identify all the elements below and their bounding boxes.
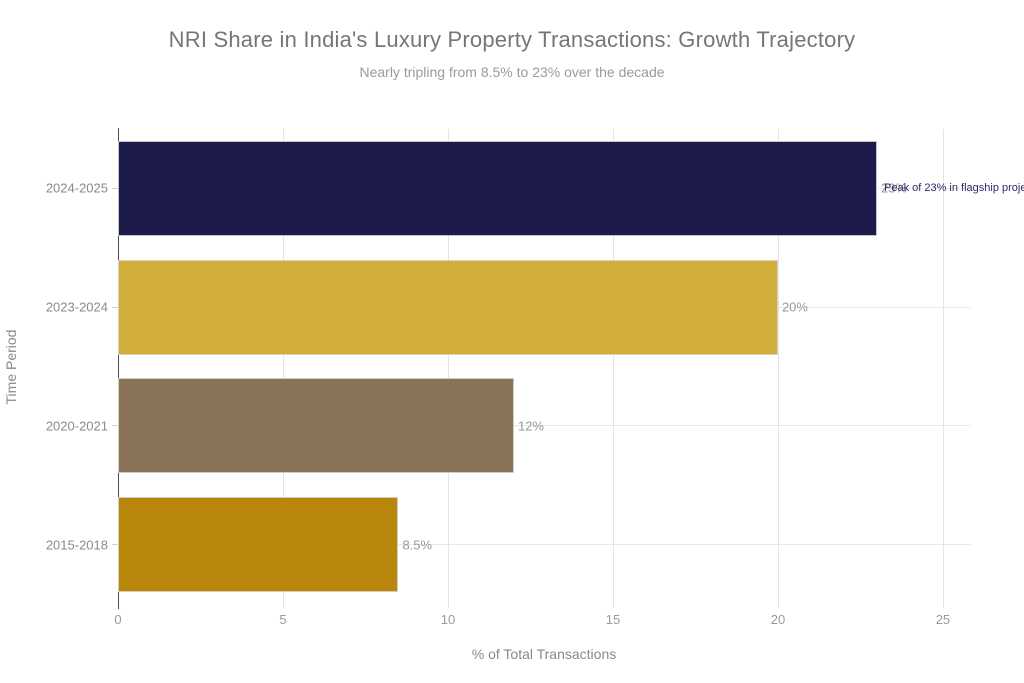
grid-line-x-5 [282,129,284,608]
category-label-2024-2025: 2024-2025 [45,180,108,196]
bar-annotation: Peak of 23% in flagship proje [884,182,1024,194]
x-zero-line [118,128,119,609]
x-tick-label-25: 25 [935,612,951,627]
y-tick-2023-2024 [112,306,118,308]
x-tick-label-0: 0 [114,612,122,627]
x-tick-label-10: 10 [440,612,456,627]
category-label-2023-2024: 2023-2024 [45,299,108,315]
bar-2020-2021 [118,378,514,474]
x-tick-label-15: 15 [605,612,621,627]
value-label-2020-2021: 12% [517,418,544,434]
value-label-2024-2025: 23% [880,180,907,196]
x-axis-title: % of Total Transactions [471,646,617,662]
y-tick-2015-2018 [112,544,118,546]
grid-line-y-2020-2021 [118,425,971,427]
y-tick-2024-2025 [112,187,118,189]
x-tick-label-20: 20 [770,612,786,627]
value-label-2023-2024: 20% [781,299,808,315]
grid-line-x-10 [447,129,449,608]
chart-subtitle: Nearly tripling from 8.5% to 23% over th… [359,64,665,80]
grid-line-y-2015-2018 [118,544,971,546]
category-label-2020-2021: 2020-2021 [45,418,108,434]
y-tick-2020-2021 [112,425,118,427]
bar-2024-2025 [118,140,877,236]
grid-line-x-15 [612,129,614,608]
x-tick-label-5: 5 [279,612,287,627]
grid-line-x-20 [777,129,779,608]
bar-2023-2024 [118,259,778,355]
grid-line-x-25 [942,129,944,608]
value-label-2015-2018: 8.5% [402,537,433,553]
bar-2015-2018 [118,497,399,593]
category-label-2015-2018: 2015-2018 [45,537,108,553]
chart-title: NRI Share in India's Luxury Property Tra… [168,27,856,52]
y-axis-title: Time Period [3,329,19,405]
